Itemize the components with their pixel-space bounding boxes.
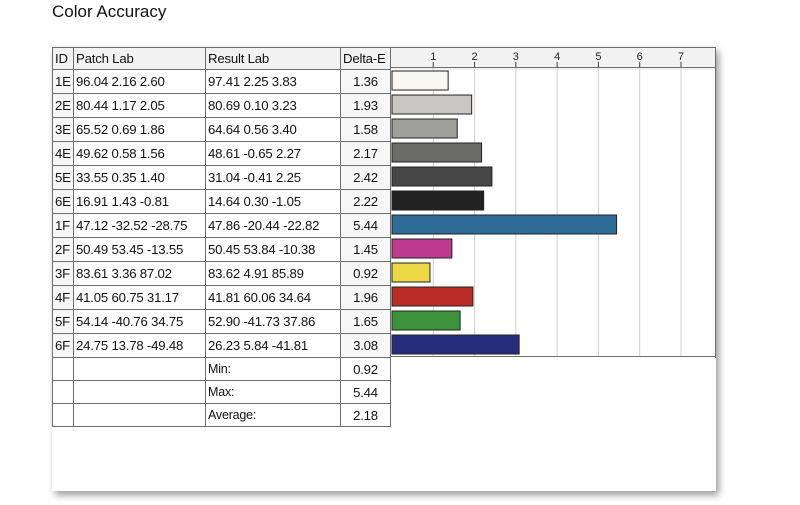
bar-4E: [391, 142, 483, 163]
patch-lab-cell: 16.91 1.43 -0.81: [73, 189, 206, 214]
bar-6E: [391, 190, 485, 211]
bar-5F: [391, 310, 461, 331]
bar-2F: [391, 238, 453, 259]
bar-2E: [391, 94, 473, 115]
stats-row: Max: 5.44: [52, 380, 716, 404]
result-lab-cell: 41.81 60.06 34.64: [205, 285, 341, 310]
table-row: 3E 65.52 0.69 1.86 64.64 0.56 3.40 1.58: [52, 117, 716, 142]
delta-e-cell: 1.58: [340, 117, 391, 142]
stats-empty-cell: [73, 357, 206, 381]
stats-row: Average: 2.18: [52, 403, 716, 427]
bar-4F: [391, 286, 474, 307]
chart-axis-header: [390, 47, 716, 70]
bar-3E: [391, 118, 458, 139]
x-tick-label: 7: [678, 51, 684, 63]
stat-label: Min:: [205, 357, 341, 381]
result-lab-cell: 80.69 0.10 3.23: [205, 93, 341, 118]
x-tick-label: 3: [513, 51, 519, 63]
delta-e-cell: 0.92: [340, 261, 391, 286]
patch-lab-cell: 49.62 0.58 1.56: [73, 141, 206, 166]
result-lab-cell: 31.04 -0.41 2.25: [205, 165, 341, 190]
bar-5E: [391, 166, 493, 187]
patch-lab-cell: 80.44 1.17 2.05: [73, 93, 206, 118]
stats-empty-cell: [52, 403, 74, 427]
stat-value: 0.92: [340, 357, 391, 381]
x-tick-label: 1: [430, 51, 436, 63]
bar-6F: [391, 334, 520, 355]
stats-empty-cell: [73, 403, 206, 427]
delta-e-cell: 1.45: [340, 237, 391, 262]
patch-id-cell: 4E: [52, 141, 74, 166]
delta-e-cell: 1.93: [340, 93, 391, 118]
stat-label: Average:: [205, 403, 341, 427]
stats-empty-cell: [52, 380, 74, 404]
result-lab-cell: 14.64 0.30 -1.05: [205, 189, 341, 214]
bar-1E: [391, 70, 449, 91]
stats-row: Min: 0.92: [52, 357, 716, 381]
delta-e-cell: 2.22: [340, 189, 391, 214]
patch-id-cell: 2E: [52, 93, 74, 118]
result-lab-cell: 48.61 -0.65 2.27: [205, 141, 341, 166]
result-lab-cell: 26.23 5.84 -41.81: [205, 333, 341, 358]
patch-lab-cell: 33.55 0.35 1.40: [73, 165, 206, 190]
bar-3F: [391, 262, 431, 283]
patch-id-cell: 2F: [52, 237, 74, 262]
patch-lab-cell: 83.61 3.36 87.02: [73, 261, 206, 286]
delta-e-cell: 2.42: [340, 165, 391, 190]
result-lab-cell: 64.64 0.56 3.40: [205, 117, 341, 142]
x-tick-label: 6: [637, 51, 643, 63]
patch-lab-cell: 24.75 13.78 -49.48: [73, 333, 206, 358]
patch-id-cell: 3E: [52, 117, 74, 142]
bar-cell: [390, 261, 716, 286]
result-lab-cell: 97.41 2.25 3.83: [205, 69, 341, 94]
patch-lab-cell: 65.52 0.69 1.86: [73, 117, 206, 142]
result-lab-cell: 50.45 53.84 -10.38: [205, 237, 341, 262]
stat-value: 2.18: [340, 403, 391, 427]
result-lab-cell: 47.86 -20.44 -22.82: [205, 213, 341, 238]
patch-lab-cell: 54.14 -40.76 34.75: [73, 309, 206, 334]
patch-lab-cell: 96.04 2.16 2.60: [73, 69, 206, 94]
patch-id-cell: 3F: [52, 261, 74, 286]
delta-e-cell: 2.17: [340, 141, 391, 166]
patch-lab-cell: 41.05 60.75 31.17: [73, 285, 206, 310]
delta-e-cell: 1.36: [340, 69, 391, 94]
delta-e-cell: 3.08: [340, 333, 391, 358]
header-delta-e: Delta-E: [340, 47, 391, 70]
color-accuracy-table: ID Patch Lab Result Lab Delta-E 1E 96.04 …: [52, 47, 716, 427]
patch-id-cell: 1F: [52, 213, 74, 238]
table-row: 3F 83.61 3.36 87.02 83.62 4.91 85.89 0.92: [52, 261, 716, 286]
table-row: 4E 49.62 0.58 1.56 48.61 -0.65 2.27 2.17: [52, 141, 716, 166]
delta-e-cell: 1.96: [340, 285, 391, 310]
patch-id-cell: 4F: [52, 285, 74, 310]
delta-e-bar-chart: 1 2 3 4 5 6 7: [390, 51, 716, 357]
header-id: ID: [52, 47, 74, 70]
stat-value: 5.44: [340, 380, 391, 404]
result-lab-cell: 52.90 -41.73 37.86: [205, 309, 341, 334]
color-accuracy-panel: ID Patch Lab Result Lab Delta-E 1E 96.04 …: [52, 47, 716, 491]
header-result-lab: Result Lab: [205, 47, 341, 70]
table-row: 1E 96.04 2.16 2.60 97.41 2.25 3.83 1.36: [52, 69, 716, 94]
patch-id-cell: 1E: [52, 69, 74, 94]
x-tick-label: 5: [595, 51, 601, 63]
patch-id-cell: 6E: [52, 189, 74, 214]
table-header-row: ID Patch Lab Result Lab Delta-E: [52, 47, 716, 70]
x-tick-label: 4: [554, 51, 560, 63]
x-tick-label: 2: [472, 51, 478, 63]
result-lab-cell: 83.62 4.91 85.89: [205, 261, 341, 286]
delta-e-cell: 1.65: [340, 309, 391, 334]
stats-empty-cell: [73, 380, 206, 404]
patch-lab-cell: 50.49 53.45 -13.55: [73, 237, 206, 262]
patch-id-cell: 6F: [52, 333, 74, 358]
chart-title: Color Accuracy: [52, 2, 167, 21]
stat-label: Max:: [205, 380, 341, 404]
header-patch-lab: Patch Lab: [73, 47, 206, 70]
stats-empty-cell: [52, 357, 74, 381]
bar-1F: [391, 214, 618, 235]
delta-e-cell: 5.44: [340, 213, 391, 238]
patch-id-cell: 5F: [52, 309, 74, 334]
patch-lab-cell: 47.12 -32.52 -28.75: [73, 213, 206, 238]
patch-id-cell: 5E: [52, 165, 74, 190]
